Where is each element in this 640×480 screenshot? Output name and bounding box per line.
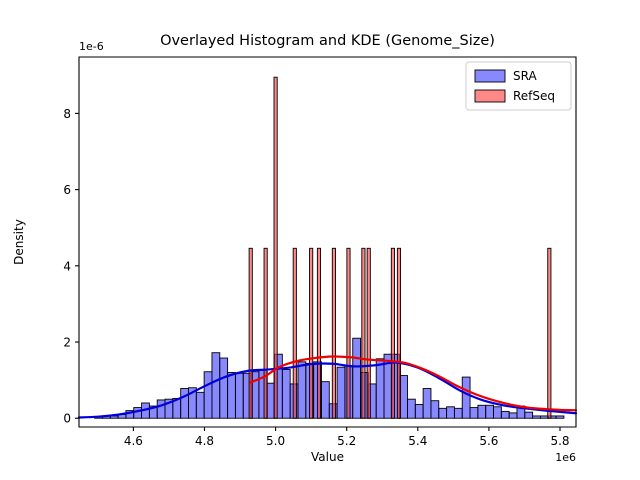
- histogram-bar-sra: [469, 407, 479, 419]
- histogram-bar-sra: [133, 407, 143, 419]
- y-tick-label: 8: [63, 107, 71, 121]
- chart-legend[interactable]: SRA RefSeq: [465, 61, 572, 111]
- histogram-bar-sra: [524, 411, 534, 419]
- histogram-bar-refseq: [547, 247, 552, 419]
- histogram-bar-sra: [211, 352, 221, 419]
- y-axis-offset-text: 1e-6: [79, 40, 104, 53]
- histogram-bar-sra: [375, 358, 385, 419]
- legend-swatch-sra: [474, 69, 506, 83]
- histogram-bar-sra: [156, 399, 166, 419]
- y-tick-label: 6: [63, 183, 71, 197]
- histogram-bar-sra: [234, 372, 244, 419]
- histogram-bar-refseq: [273, 76, 278, 419]
- axes-frame: [78, 56, 577, 428]
- histogram-bar-refseq: [248, 247, 253, 419]
- x-tick-label: 5.6: [479, 434, 498, 448]
- histogram-bar-sra: [321, 381, 330, 419]
- histogram-bar-refseq: [292, 247, 297, 419]
- x-tick-label: 4.8: [195, 434, 214, 448]
- x-tick-label: 5.0: [266, 434, 285, 448]
- histogram-series-refseq: [248, 76, 552, 419]
- histogram-bar-sra: [203, 371, 213, 419]
- histogram-bar-refseq: [309, 247, 314, 419]
- histogram-bar-sra: [414, 404, 424, 419]
- chart-title: Overlayed Histogram and KDE (Genome_Size…: [160, 33, 495, 49]
- histogram-bar-refseq: [316, 247, 322, 419]
- histogram-bar-refseq: [263, 247, 268, 419]
- histogram-bar-sra: [555, 415, 565, 419]
- histogram-bar-sra: [532, 415, 541, 419]
- x-axis-ticks: 4.6 4.8 5.0 5.2 5.4 5.6 5.8: [124, 427, 570, 448]
- y-tick-label: 0: [63, 412, 71, 426]
- histogram-bar-sra: [352, 337, 362, 419]
- histogram-bar-sra: [297, 361, 307, 419]
- histogram-bar-sra: [336, 366, 346, 419]
- x-tick-label: 4.6: [124, 434, 143, 448]
- x-tick-label: 5.2: [337, 434, 356, 448]
- histogram-bar-sra: [453, 407, 463, 419]
- histogram-bar-sra: [227, 372, 236, 419]
- histogram-bar-sra: [407, 398, 416, 419]
- histogram-bar-sra: [180, 388, 189, 419]
- histogram-bar-refseq: [331, 247, 336, 419]
- histogram-bar-sra: [219, 357, 229, 419]
- x-tick-label: 5.8: [550, 434, 569, 448]
- histogram-bar-refseq: [361, 247, 366, 419]
- legend-label-refseq: RefSeq: [513, 89, 555, 103]
- histogram-bar-sra: [493, 406, 502, 419]
- histogram-bar-sra: [195, 391, 205, 419]
- histogram-bar-refseq: [390, 247, 395, 419]
- x-axis-offset-text: 1e6: [555, 451, 576, 464]
- y-tick-label: 4: [63, 259, 71, 273]
- histogram-bar-sra: [461, 376, 471, 419]
- histogram-bar-refseq: [346, 247, 351, 419]
- histogram-bar-sra: [540, 415, 549, 419]
- kde-curve-sra: [77, 361, 578, 419]
- histogram-bar-sra: [477, 404, 487, 419]
- histogram-bar-sra: [508, 412, 518, 419]
- histogram-bar-sra: [422, 388, 432, 419]
- legend-label-sra: SRA: [513, 69, 537, 83]
- histogram-bar-sra: [430, 400, 440, 419]
- histogram-bar-sra: [281, 369, 291, 419]
- y-tick-label: 2: [63, 336, 71, 350]
- histogram-bar-refseq: [396, 247, 402, 419]
- legend-swatch-refseq: [474, 89, 506, 103]
- histogram-bar-sra: [266, 382, 275, 419]
- histogram-bar-sra: [446, 406, 455, 419]
- histogram-bar-refseq: [366, 247, 371, 419]
- axes-spines: [78, 56, 577, 428]
- y-axis-label: Density: [12, 219, 26, 265]
- plot-area-background: [79, 57, 576, 427]
- x-axis-label: Value: [311, 450, 344, 464]
- histogram-bar-sra: [438, 407, 448, 419]
- y-axis-ticks: 0 2 4 6 8: [63, 107, 79, 426]
- histogram-bar-sra: [500, 410, 510, 419]
- x-tick-label: 5.4: [408, 434, 427, 448]
- kde-curve-refseq: [249, 355, 578, 412]
- histogram-bar-sra: [485, 404, 494, 419]
